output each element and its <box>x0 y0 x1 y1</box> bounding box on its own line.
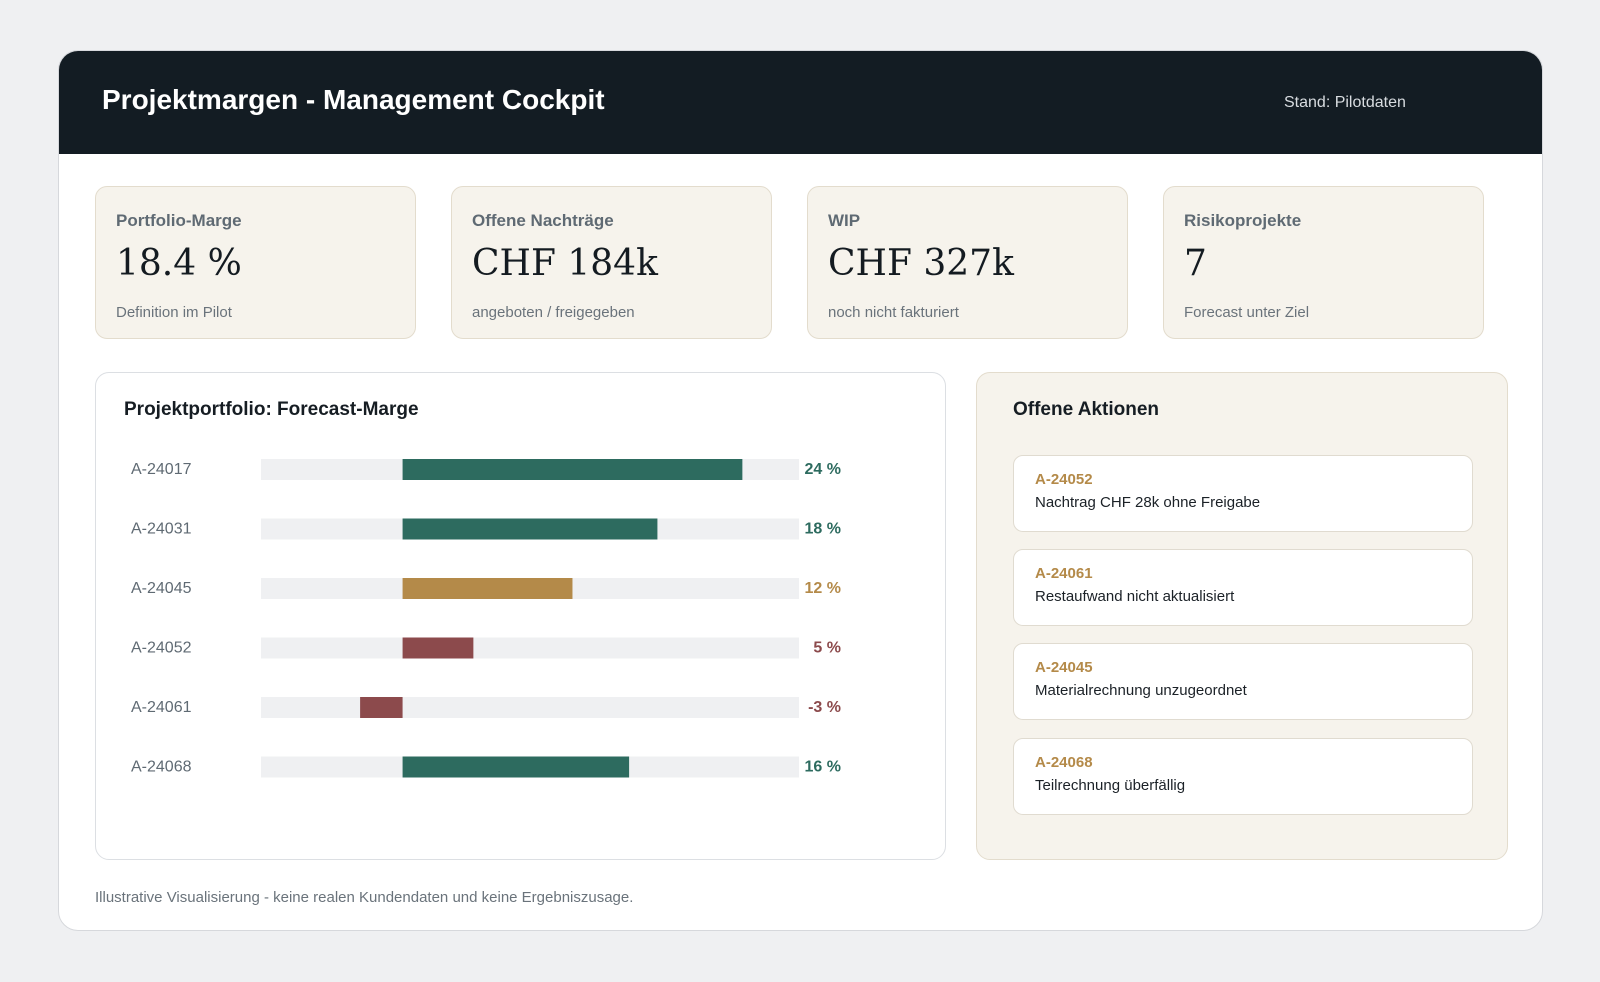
header-bar: Projektmargen - Management Cockpit Stand… <box>59 51 1542 154</box>
disclaimer-footnote: Illustrative Visualisierung - keine real… <box>95 889 634 906</box>
kpi-value: 7 <box>1184 243 1207 284</box>
forecast-margin-chart-card: Projektportfolio: Forecast-Marge A-24017… <box>95 372 946 860</box>
bar-value-label: 5 % <box>813 640 841 657</box>
kpi-card-portfolio-marge: Portfolio-Marge 18.4 % Definition im Pil… <box>95 186 416 339</box>
action-item[interactable]: A-24045 Materialrechnung unzugeordnet <box>1013 643 1473 720</box>
bar-track <box>261 637 799 659</box>
dashboard-frame: Projektmargen - Management Cockpit Stand… <box>58 50 1543 931</box>
action-item[interactable]: A-24061 Restaufwand nicht aktualisiert <box>1013 549 1473 626</box>
action-project-id: A-24068 <box>1035 754 1093 771</box>
chart-title: Projektportfolio: Forecast-Marge <box>124 399 419 420</box>
margin-bar <box>402 637 474 659</box>
action-project-id: A-24045 <box>1035 659 1093 676</box>
kpi-value: CHF 327k <box>828 243 1014 284</box>
kpi-card-offene-nachtraege: Offene Nachträge CHF 184k angeboten / fr… <box>451 186 772 339</box>
kpi-label: WIP <box>828 211 861 230</box>
margin-bar <box>402 459 743 480</box>
action-description: Materialrechnung unzugeordnet <box>1035 682 1247 699</box>
open-actions-panel: Offene Aktionen A-24052 Nachtrag CHF 28k… <box>976 372 1508 860</box>
kpi-value: CHF 184k <box>472 243 658 284</box>
margin-bar <box>360 697 403 718</box>
bar-category-label: A-24068 <box>131 759 192 776</box>
action-description: Restaufwand nicht aktualisiert <box>1035 588 1235 605</box>
action-item[interactable]: A-24052 Nachtrag CHF 28k ohne Freigabe <box>1013 455 1473 532</box>
kpi-label: Risikoprojekte <box>1184 211 1302 230</box>
bar-value-label: 16 % <box>805 759 841 776</box>
margin-bar <box>402 578 573 599</box>
bar-category-label: A-24052 <box>131 640 192 657</box>
bar-category-label: A-24031 <box>131 521 192 538</box>
bar-category-label: A-24061 <box>131 699 192 716</box>
forecast-margin-chart: A-24017 24 % A-24031 18 % A-24045 12 % A-24052… <box>131 459 841 778</box>
kpi-subtitle: Definition im Pilot <box>116 304 232 321</box>
margin-bar <box>402 756 630 778</box>
data-status-label: Stand: Pilotdaten <box>1284 94 1406 111</box>
kpi-card-risikoprojekte: Risikoprojekte 7 Forecast unter Ziel <box>1163 186 1484 339</box>
action-item[interactable]: A-24068 Teilrechnung überfällig <box>1013 738 1473 815</box>
kpi-value: 18.4 % <box>116 243 242 284</box>
bar-category-label: A-24017 <box>131 461 192 478</box>
kpi-label: Portfolio-Marge <box>116 211 242 230</box>
kpi-subtitle: angeboten / freigegeben <box>472 304 635 321</box>
kpi-card-wip: WIP CHF 327k noch nicht fakturiert <box>807 186 1128 339</box>
bar-value-label: -3 % <box>808 699 841 716</box>
bar-track <box>261 697 799 718</box>
page-title: Projektmargen - Management Cockpit <box>102 84 605 115</box>
action-project-id: A-24052 <box>1035 471 1093 488</box>
action-description: Nachtrag CHF 28k ohne Freigabe <box>1035 494 1261 511</box>
bar-category-label: A-24045 <box>131 580 192 597</box>
action-project-id: A-24061 <box>1035 565 1093 582</box>
kpi-subtitle: Forecast unter Ziel <box>1184 304 1310 321</box>
action-description: Teilrechnung überfällig <box>1035 777 1186 794</box>
bar-value-label: 12 % <box>805 580 841 597</box>
actions-title: Offene Aktionen <box>1013 399 1160 420</box>
kpi-label: Offene Nachträge <box>472 211 614 230</box>
bar-value-label: 24 % <box>805 461 841 478</box>
bar-value-label: 18 % <box>805 521 841 538</box>
kpi-subtitle: noch nicht fakturiert <box>828 304 959 321</box>
margin-bar <box>402 518 658 540</box>
